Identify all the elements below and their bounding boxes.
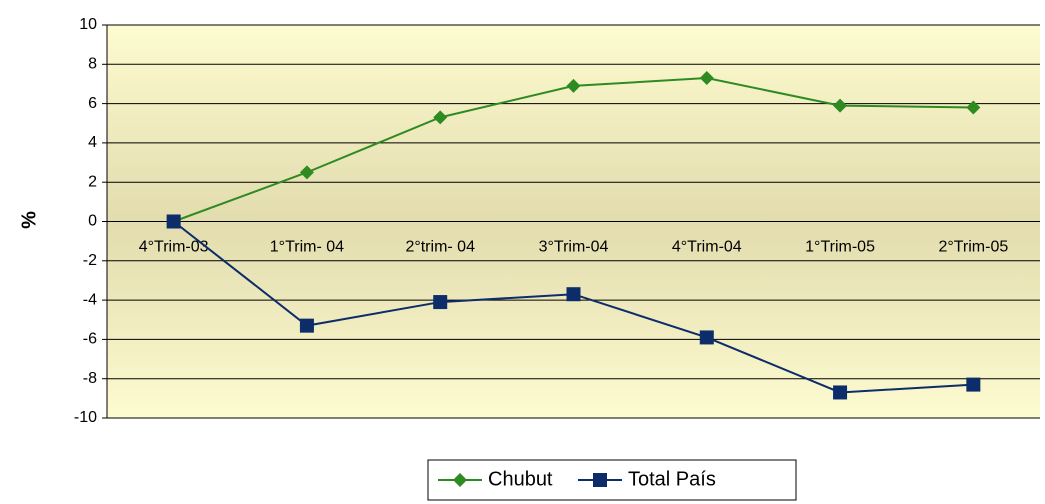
y-tick-label: -4 xyxy=(83,291,97,308)
x-tick-label: 4°Trim-03 xyxy=(139,239,209,256)
y-tick-label: -2 xyxy=(83,252,97,269)
legend-label: Chubut xyxy=(488,468,553,490)
data-point xyxy=(566,287,581,302)
data-point xyxy=(699,330,714,345)
y-tick-label: -8 xyxy=(83,370,97,387)
data-point xyxy=(299,165,314,180)
data-point xyxy=(299,318,314,333)
y-tick-label: 2 xyxy=(88,173,97,190)
data-point xyxy=(833,385,848,400)
legend-marker xyxy=(593,473,607,487)
y-tick-label: 10 xyxy=(79,16,97,33)
data-point xyxy=(433,295,448,310)
x-tick-label: 1°Trim- 04 xyxy=(270,239,344,256)
y-tick-label: -6 xyxy=(83,331,97,348)
x-tick-label: 3°Trim-04 xyxy=(539,239,609,256)
y-tick-label: 0 xyxy=(88,213,97,230)
x-tick-label: 4°Trim-04 xyxy=(672,239,742,256)
y-tick-label: 4 xyxy=(88,134,97,151)
data-point xyxy=(966,377,981,392)
y-tick-label: 8 xyxy=(88,56,97,73)
y-tick-label: -10 xyxy=(74,409,97,426)
data-point xyxy=(699,71,714,86)
data-point xyxy=(966,100,981,115)
x-tick-label: 1°Trim-05 xyxy=(805,239,875,256)
data-point xyxy=(833,98,848,113)
data-point xyxy=(166,214,181,229)
x-tick-label: 2°Trim-05 xyxy=(938,239,1008,256)
data-point xyxy=(566,78,581,93)
y-axis-label: % xyxy=(18,211,40,229)
legend-marker xyxy=(453,473,467,487)
legend-label: Total País xyxy=(628,468,716,490)
x-tick-label: 2°trim- 04 xyxy=(405,239,475,256)
y-tick-label: 6 xyxy=(88,95,97,112)
data-point xyxy=(433,110,448,125)
